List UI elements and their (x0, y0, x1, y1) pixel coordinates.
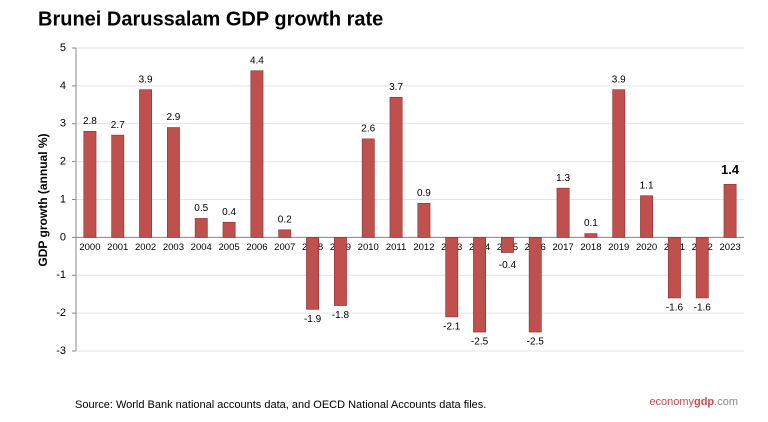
value-label: -2.1 (443, 322, 461, 333)
x-tick-label: 2003 (163, 242, 184, 253)
value-label: 0.2 (278, 214, 292, 225)
brand: economygdp.com (649, 396, 738, 408)
bar (278, 229, 292, 238)
x-tick-label: 2005 (219, 242, 240, 253)
y-tick-label: 3 (60, 118, 66, 130)
bar (500, 237, 514, 253)
bar (250, 70, 264, 238)
x-tick-label: 2001 (107, 242, 128, 253)
value-label: 4.4 (250, 55, 264, 66)
bar (723, 184, 737, 238)
y-tick-label: 0 (60, 231, 66, 243)
x-tick-label: 2007 (274, 242, 295, 253)
value-label: 3.9 (612, 74, 626, 85)
x-tick-label: 2011 (386, 242, 406, 253)
bar (556, 187, 570, 238)
value-label: 3.9 (139, 74, 153, 85)
bar (584, 233, 598, 238)
bar (473, 237, 487, 333)
y-tick-label: 4 (60, 80, 66, 92)
y-axis-label: GDP growth (annual %) (36, 133, 50, 266)
value-label: -1.6 (694, 303, 712, 314)
x-tick-label: 2002 (135, 242, 156, 253)
x-tick-label: 2010 (358, 242, 379, 253)
value-label: 0.5 (194, 203, 208, 214)
value-label: 0.9 (417, 188, 431, 199)
bar (333, 237, 347, 306)
x-tick-label: 2018 (580, 242, 601, 253)
y-tick-label: 1 (60, 193, 66, 205)
bar (222, 221, 236, 238)
value-label: 1.4 (721, 162, 740, 177)
source-note: Source: World Bank national accounts dat… (75, 399, 486, 411)
bar (139, 89, 153, 238)
x-tick-label: 2004 (191, 242, 212, 253)
value-label: -0.4 (499, 260, 517, 271)
value-label: -1.8 (332, 310, 350, 321)
y-tick-label: 2 (60, 156, 66, 168)
bar (667, 237, 681, 299)
x-tick-label: 2012 (413, 242, 434, 253)
y-tick-label: -2 (56, 307, 66, 319)
y-tick-label: -1 (56, 269, 66, 281)
bar (389, 96, 403, 238)
bar (612, 89, 626, 238)
x-tick-label: 2023 (720, 242, 741, 253)
value-label: -1.6 (666, 303, 684, 314)
bar (695, 237, 709, 299)
brand-part: gdp (694, 396, 714, 408)
value-label: 0.1 (584, 218, 598, 229)
x-tick-label: 2000 (79, 242, 100, 253)
x-tick-label: 2020 (636, 242, 657, 253)
bar (83, 131, 97, 238)
bar (306, 237, 320, 310)
value-label: 2.6 (361, 124, 375, 135)
x-tick-label: 2019 (608, 242, 629, 253)
value-label: 2.7 (111, 120, 125, 131)
bar (445, 237, 459, 318)
bar (640, 195, 654, 238)
brand-part: .com (714, 396, 738, 408)
value-label: -2.5 (471, 337, 489, 348)
bar (417, 202, 431, 238)
value-label: 0.4 (222, 207, 236, 218)
bar (166, 127, 180, 238)
value-label: 1.1 (640, 180, 654, 191)
bar (194, 218, 208, 238)
value-label: 2.8 (83, 116, 97, 127)
x-tick-label: 2017 (553, 242, 574, 253)
x-tick-label: 2006 (246, 242, 267, 253)
bar (528, 237, 542, 333)
bar (111, 134, 125, 238)
brand-part: economy (649, 396, 694, 408)
chart-title: Brunei Darussalam GDP growth rate (38, 8, 383, 30)
value-label: 2.9 (166, 112, 180, 123)
value-label: -2.5 (527, 337, 545, 348)
y-tick-label: 5 (60, 42, 66, 54)
value-label: -1.9 (304, 314, 322, 325)
value-label: 1.3 (556, 173, 570, 184)
value-label: 3.7 (389, 82, 403, 93)
bar (361, 138, 375, 238)
y-tick-label: -3 (56, 345, 66, 357)
